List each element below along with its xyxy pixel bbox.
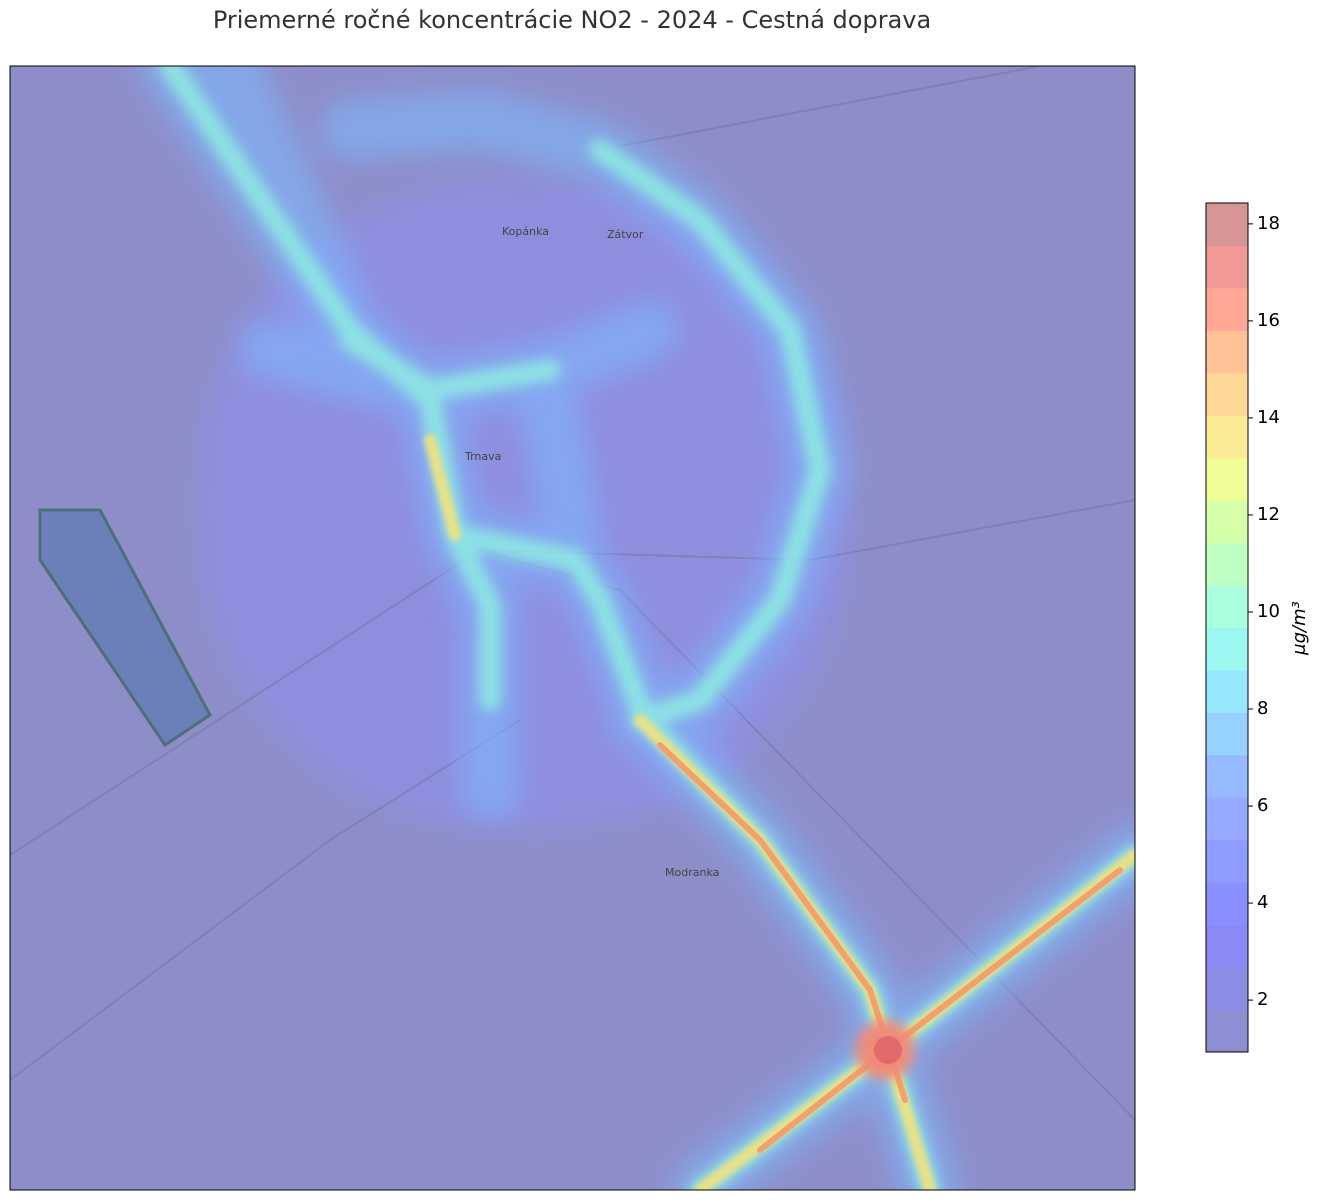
place-label: Trnava — [464, 450, 501, 463]
colorbar: 2 4 6 8 10 12 14 16 18 — [1205, 202, 1280, 1053]
colorbar-tick-label: 14 — [1257, 407, 1280, 428]
colorbar-band — [1206, 542, 1248, 586]
map: Trnava Kopánka Zátvor Modranka — [10, 66, 1135, 1190]
colorbar-band — [1206, 839, 1248, 883]
colorbar-band — [1206, 500, 1248, 544]
colorbar-band — [1206, 754, 1248, 798]
colorbar-tick-label: 6 — [1257, 795, 1268, 816]
place-label: Kopánka — [502, 225, 549, 238]
colorbar-band — [1206, 245, 1248, 289]
colorbar-band — [1206, 669, 1248, 713]
colorbar-tick-label: 18 — [1257, 213, 1280, 234]
colorbar-band — [1206, 967, 1248, 1011]
map-frame — [9, 65, 1136, 1191]
colorbar-tick-label: 12 — [1257, 504, 1280, 525]
colorbar-band — [1206, 287, 1248, 331]
colorbar-tick-label: 8 — [1257, 698, 1268, 719]
colorbar-band — [1206, 882, 1248, 926]
colorbar-band — [1206, 415, 1248, 459]
colorbar-band — [1206, 372, 1248, 416]
colorbar-band — [1206, 627, 1248, 671]
colorbar-band — [1206, 797, 1248, 841]
colorbar-tick-label: 4 — [1257, 892, 1268, 913]
colorbar-tick-label: 16 — [1257, 310, 1280, 331]
title: Priemerné ročné koncentrácie NO2 - 2024 … — [213, 6, 931, 34]
place-label: Modranka — [665, 866, 719, 879]
colorbar-label: μg/m³ — [1289, 601, 1310, 656]
colorbar-frame — [1205, 202, 1249, 1053]
no2-field — [140, 66, 1135, 1190]
colorbar-tick-label: 2 — [1257, 989, 1268, 1010]
colorbar-band — [1206, 712, 1248, 756]
colorbar-band — [1206, 457, 1248, 501]
colorbar-band — [1206, 1009, 1248, 1053]
colorbar-band — [1206, 924, 1248, 968]
colorbar-tick-label: 10 — [1257, 601, 1280, 622]
colorbar-band — [1206, 330, 1248, 374]
colorbar-band — [1206, 203, 1248, 246]
colorbar-band — [1206, 585, 1248, 628]
place-label: Zátvor — [607, 228, 644, 241]
